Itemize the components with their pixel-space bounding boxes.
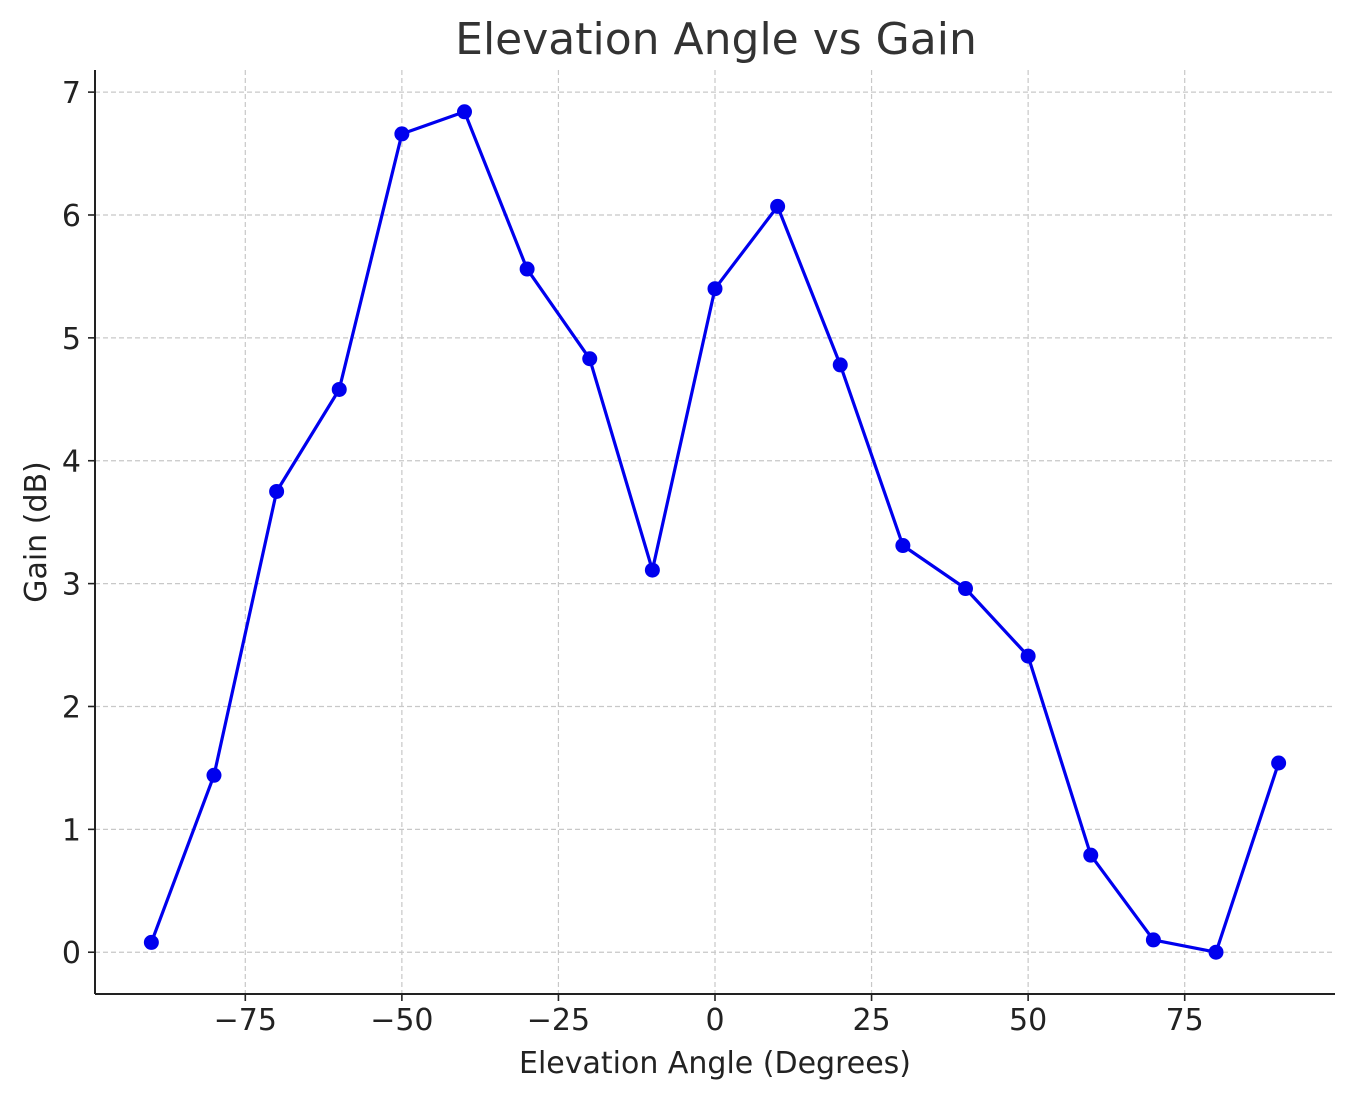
x-tick-label: −50 (370, 1003, 433, 1038)
data-point (895, 538, 911, 554)
y-tick-label: 0 (62, 936, 81, 971)
ticks: −75 −50 −25 0 25 50 75 0 1 2 3 4 5 6 7 (62, 76, 1204, 1038)
data-point (707, 281, 723, 297)
grid (95, 70, 1335, 994)
data-point (770, 198, 786, 214)
y-axis-title: Gain (dB) (19, 461, 54, 603)
data-point (958, 581, 974, 597)
y-tick-label: 7 (62, 76, 81, 111)
data-point (1145, 932, 1161, 948)
data-point (832, 357, 848, 373)
data-point (143, 934, 159, 950)
data-point (582, 351, 598, 367)
data-point (456, 104, 472, 120)
y-tick-label: 5 (62, 322, 81, 357)
x-tick-label: 75 (1166, 1003, 1204, 1038)
data-point (1020, 648, 1036, 664)
x-tick-label: 25 (852, 1003, 890, 1038)
data-point (269, 483, 285, 499)
x-tick-label: −75 (214, 1003, 277, 1038)
y-tick-label: 4 (62, 445, 81, 480)
x-tick-label: 0 (705, 1003, 724, 1038)
chart-title: Elevation Angle vs Gain (455, 14, 977, 65)
x-tick-label: −25 (527, 1003, 590, 1038)
data-point (519, 261, 535, 277)
y-tick-label: 3 (62, 568, 81, 603)
data-point (644, 562, 660, 578)
data-point (206, 767, 222, 783)
series (143, 104, 1287, 960)
y-tick-label: 2 (62, 690, 81, 725)
data-point (394, 126, 410, 142)
data-point (1271, 755, 1287, 771)
x-tick-label: 50 (1009, 1003, 1047, 1038)
data-point (1208, 944, 1224, 960)
data-point (331, 381, 347, 397)
data-point (1083, 847, 1099, 863)
y-tick-label: 1 (62, 813, 81, 848)
x-axis-title: Elevation Angle (Degrees) (519, 1046, 911, 1081)
y-tick-label: 6 (62, 199, 81, 234)
